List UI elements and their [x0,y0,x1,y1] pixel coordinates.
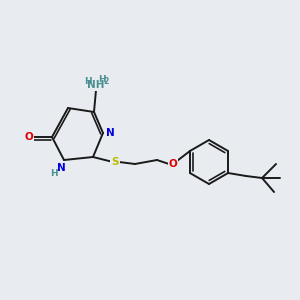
Text: 2: 2 [103,77,109,86]
Text: O: O [169,159,177,169]
Text: O: O [25,132,33,142]
Text: N: N [106,128,114,138]
Text: N: N [57,163,65,173]
Text: H: H [50,169,58,178]
Text: S: S [111,157,119,167]
Text: NH: NH [87,80,105,90]
Text: H: H [98,76,106,85]
Text: H: H [84,77,92,86]
